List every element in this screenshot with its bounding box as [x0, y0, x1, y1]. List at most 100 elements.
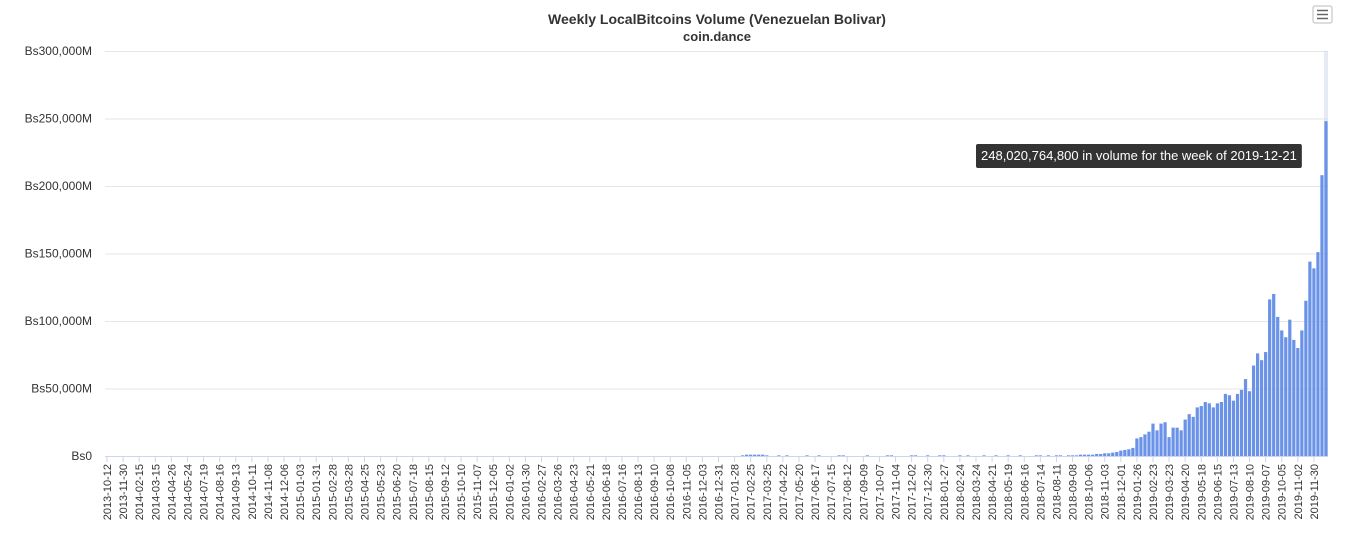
bar [910, 455, 914, 456]
bar [994, 455, 998, 456]
bar [958, 455, 962, 456]
x-tick-label: 2019-11-02 [1293, 464, 1305, 519]
x-tick-label: 2017-09-09 [858, 464, 870, 520]
bar [1091, 454, 1095, 456]
chart-title: Weekly LocalBitcoins Volume (Venezuelan … [548, 11, 886, 27]
bar [1179, 430, 1183, 456]
bar [1187, 414, 1191, 456]
bar [1288, 319, 1292, 456]
bar [1300, 330, 1304, 456]
bar [1006, 455, 1010, 456]
bar [1276, 316, 1280, 456]
x-tick-label: 2019-06-15 [1212, 464, 1224, 520]
x-tick-label: 2014-07-19 [199, 464, 211, 520]
y-tick-label: Bs0 [71, 449, 92, 463]
x-tick-label: 2016-05-21 [585, 464, 597, 520]
bar [1066, 455, 1071, 456]
bar [757, 454, 761, 456]
x-tick-label: 2015-11-07 [472, 464, 484, 519]
bar [749, 454, 753, 456]
bar [1111, 452, 1115, 456]
x-tick-label: 2014-09-13 [231, 464, 243, 520]
x-tick-label: 2018-03-24 [971, 464, 983, 520]
x-tick-label: 2016-01-30 [520, 464, 532, 520]
bar [1304, 300, 1308, 456]
x-tick-label: 2015-09-12 [440, 464, 452, 520]
bar [1191, 416, 1195, 456]
bar [1320, 175, 1324, 456]
bar [1268, 299, 1272, 456]
x-tick-label: 2017-10-07 [874, 464, 886, 520]
bar [889, 455, 894, 456]
x-tick-label: 2014-10-11 [247, 464, 259, 519]
x-tick-label: 2015-12-05 [488, 464, 500, 520]
bar [1058, 455, 1063, 456]
x-tick-label: 2014-05-24 [182, 464, 194, 520]
x-tick-label: 2017-12-30 [923, 464, 935, 520]
bar [1203, 402, 1207, 456]
x-tick-label: 2016-01-02 [504, 464, 516, 520]
bar [1135, 438, 1139, 456]
bar [885, 455, 890, 456]
bar [1087, 454, 1091, 456]
x-tick-label: 2017-06-17 [810, 464, 822, 520]
x-tick-label: 2017-12-02 [907, 464, 919, 520]
bar [1255, 353, 1260, 456]
bar [777, 455, 781, 456]
x-tick-label: 2019-09-07 [1261, 464, 1273, 520]
bar [1095, 453, 1099, 456]
bar [761, 454, 765, 456]
x-tick-label: 2015-10-10 [456, 464, 468, 520]
x-tick-label: 2016-12-03 [697, 464, 709, 520]
x-tick-label: 2013-10-12 [102, 464, 114, 520]
x-tick-label: 2017-02-25 [746, 464, 758, 520]
bar [1155, 430, 1159, 456]
x-tick-label: 2018-11-03 [1100, 464, 1112, 519]
x-tick-label: 2018-04-21 [987, 464, 999, 520]
bar [914, 455, 918, 456]
x-tick-label: 2017-03-25 [762, 464, 774, 520]
x-tick-label: 2015-04-25 [359, 464, 371, 520]
x-tick-label: 2016-03-26 [553, 464, 565, 520]
bar [1308, 261, 1312, 456]
bar [1175, 427, 1179, 456]
bar [966, 455, 970, 456]
bar [1183, 419, 1187, 456]
x-tick-label: 2018-10-06 [1084, 464, 1096, 520]
bar [1260, 360, 1264, 456]
bar [1207, 403, 1211, 456]
x-tick-label: 2016-12-31 [714, 464, 726, 520]
bar [1103, 453, 1107, 456]
bar [1272, 294, 1276, 456]
x-tick-label: 2018-02-24 [955, 464, 967, 520]
bar [1227, 395, 1232, 456]
x-tick-label: 2017-01-28 [730, 464, 742, 520]
bar [753, 454, 757, 456]
x-tick-label: 2016-11-05 [681, 464, 693, 519]
bar [1284, 337, 1288, 456]
x-tick-label: 2016-02-27 [536, 464, 548, 520]
x-tick-label: 2018-07-14 [1035, 464, 1047, 520]
bar [1054, 455, 1059, 456]
tooltip-box [976, 144, 1302, 168]
menu-button[interactable] [1312, 5, 1333, 24]
x-tick-label: 2018-12-01 [1116, 464, 1128, 520]
bar [1223, 393, 1228, 456]
bar [982, 455, 986, 456]
x-tick-label: 2018-06-16 [1019, 464, 1031, 520]
x-tick-label: 2015-08-15 [424, 464, 436, 520]
bar [1078, 454, 1083, 456]
x-tick-label: 2017-08-12 [842, 464, 854, 520]
bar [1247, 391, 1252, 456]
bar [1018, 455, 1022, 456]
bar [1324, 121, 1328, 456]
bar [785, 455, 789, 456]
x-tick-label: 2014-08-16 [215, 464, 227, 520]
x-tick-label: 2015-01-03 [295, 464, 307, 520]
bar [1211, 407, 1215, 456]
bar [837, 455, 841, 456]
bar [1264, 352, 1268, 456]
bar [1296, 348, 1300, 456]
